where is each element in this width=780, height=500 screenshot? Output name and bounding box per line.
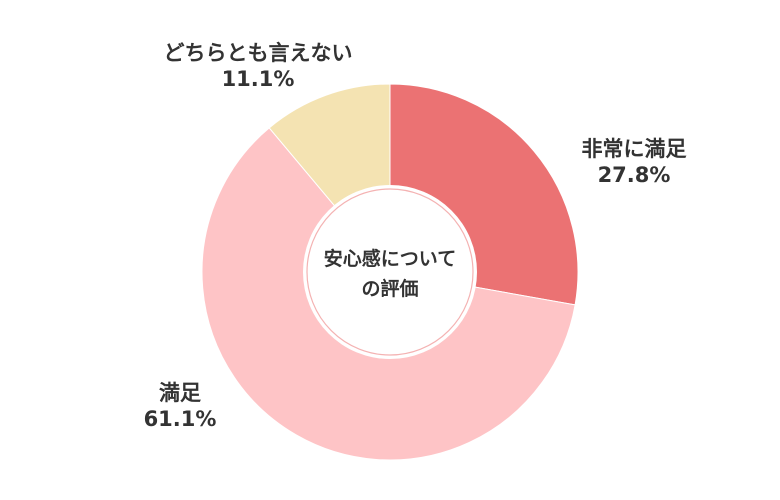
slice-label-neutral: どちらとも言えない 11.1%	[164, 40, 353, 92]
slice-label-text: どちらとも言えない	[163, 41, 353, 65]
slice-value-text: 11.1%	[221, 67, 295, 91]
slice-label-very-satisfied: 非常に満足 27.8%	[582, 136, 687, 188]
center-label-line-2: の評価	[361, 278, 419, 300]
center-inner-ring	[306, 188, 474, 356]
slice-value-text: 27.8%	[597, 163, 671, 187]
center-label-line-1: 安心感について	[323, 248, 457, 270]
slice-label-text: 非常に満足	[581, 137, 687, 161]
slice-label-text: 満足	[158, 381, 201, 405]
slice-label-satisfied: 満足 61.1%	[144, 380, 217, 432]
center-outer-ring	[303, 185, 477, 359]
center-label: 安心感について の評価	[324, 244, 456, 304]
slice-value-text: 61.1%	[143, 407, 217, 431]
